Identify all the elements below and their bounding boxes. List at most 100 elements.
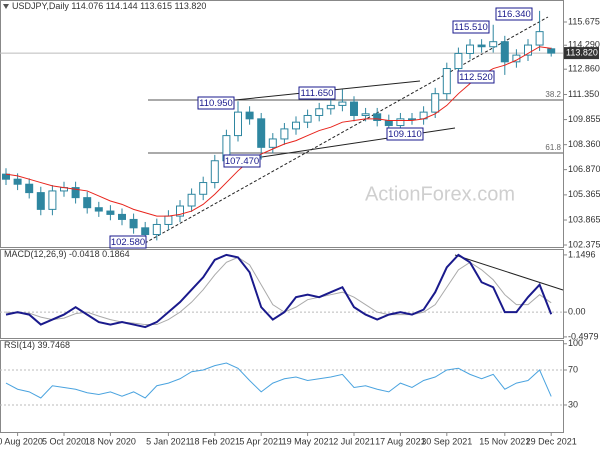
y-tick-label: 114.290 xyxy=(568,40,600,50)
fib-label: 61.8 xyxy=(545,143,561,152)
annotation-box xyxy=(197,96,235,110)
y-tick-label: 115.675 xyxy=(568,16,600,26)
macd-title: MACD(12,26,9) -0.0418 0.1864 xyxy=(4,249,130,259)
annotation-box xyxy=(109,235,147,249)
candle-body xyxy=(245,111,254,120)
annotation-label: 102.580 xyxy=(111,237,145,248)
moving-average xyxy=(5,46,552,217)
x-tick-label: 15 Nov 2021 xyxy=(479,436,530,446)
candle-body xyxy=(535,31,544,46)
candle-body xyxy=(234,111,242,137)
y-tick-label: 109.855 xyxy=(568,114,600,124)
annotation-label: 109.110 xyxy=(388,129,422,140)
trendline xyxy=(144,16,549,244)
candle-body xyxy=(129,218,138,229)
y-tick-label: 70 xyxy=(568,364,578,374)
annotation-box xyxy=(386,127,424,141)
macd-value: -0.0418 xyxy=(69,249,100,259)
watermark: ActionForex.com xyxy=(365,183,515,205)
candle-body xyxy=(442,68,451,95)
candle-body xyxy=(106,210,115,215)
x-tick-label: 2 Jul 2021 xyxy=(333,436,375,446)
candle-body xyxy=(454,52,463,70)
y-tick-label: 106.870 xyxy=(568,164,600,174)
candle-body xyxy=(326,104,335,110)
fib-label: 38.2 xyxy=(545,90,561,99)
rsi-value: 39.7468 xyxy=(38,340,71,350)
y-tick-label: 0.00 xyxy=(568,306,586,316)
y-tick-label: 105.365 xyxy=(568,189,600,199)
candle-body xyxy=(268,138,277,148)
series-line xyxy=(5,256,552,326)
candle-body xyxy=(48,190,57,210)
annotation-label: 116.340 xyxy=(497,9,531,20)
x-tick-label: 5 Apr 2021 xyxy=(239,436,283,446)
x-tick-label: 17 Aug 2021 xyxy=(375,436,426,446)
x-tick-label: 18 Nov 2020 xyxy=(85,436,136,446)
candle-body xyxy=(500,41,509,63)
y-tick-label: 112.860 xyxy=(568,64,600,74)
candle-body xyxy=(25,183,34,194)
candle-body xyxy=(431,93,440,113)
candle-body xyxy=(361,113,370,116)
candle-body xyxy=(118,213,126,220)
macd-name: MACD(12,26,9) xyxy=(4,249,67,259)
candle-body xyxy=(210,160,219,184)
candle-body xyxy=(83,197,92,209)
candle-body xyxy=(164,215,173,225)
x-tick-label: 5 Jan 2021 xyxy=(146,436,191,446)
rsi-name: RSI(14) xyxy=(4,340,35,350)
trendline xyxy=(454,254,564,291)
y-tick-label: 103.865 xyxy=(568,214,600,224)
annotation-box xyxy=(298,86,336,100)
candle-body xyxy=(280,128,289,140)
annotation-box xyxy=(223,154,261,168)
y-tick-label: 111.350 xyxy=(568,89,599,99)
panel-frame xyxy=(0,0,564,248)
header: USDJPY,Daily 114.076 114.144 113.615 113… xyxy=(12,1,206,11)
candle-body xyxy=(257,118,266,148)
candle-body xyxy=(292,121,300,130)
x-tick-label: 19 May 2021 xyxy=(282,436,334,446)
candle-body xyxy=(477,44,486,48)
annotation-box xyxy=(457,70,495,84)
candle-body xyxy=(350,101,358,116)
candle-body xyxy=(547,48,556,54)
header-close: 113.820 xyxy=(175,1,207,11)
x-tick-label: 5 Oct 2020 xyxy=(42,436,86,446)
candle-body xyxy=(315,108,324,116)
annotation-label: 115.510 xyxy=(454,22,488,33)
y-tick-label: 100 xyxy=(568,338,583,348)
candle-body xyxy=(152,223,161,236)
candle-body xyxy=(303,114,312,123)
header-open: 114.076 xyxy=(71,1,103,11)
candle-body xyxy=(384,120,393,127)
candle-body xyxy=(141,227,150,236)
rsi-title: RSI(14) 39.7468 xyxy=(4,340,70,350)
candle-body xyxy=(489,41,498,48)
annotation-label: 111.650 xyxy=(301,88,334,99)
last-price-label: 113.820 xyxy=(566,47,598,57)
y-tick-label: 102.375 xyxy=(568,239,600,249)
panel-frame xyxy=(0,249,564,339)
candle-body xyxy=(36,192,45,210)
header-icon xyxy=(3,4,9,9)
x-tick-label: 30 Sep 2021 xyxy=(421,436,472,446)
annotation-box xyxy=(452,20,490,34)
x-tick-label: 29 Dec 2021 xyxy=(526,436,577,446)
candle-body xyxy=(373,113,382,122)
header-title: USDJPY,Daily xyxy=(12,1,69,11)
header-low: 113.615 xyxy=(140,1,172,11)
signal-value: 0.1864 xyxy=(102,249,130,259)
y-tick-label: -0.4979 xyxy=(568,331,599,341)
header-high: 114.144 xyxy=(106,1,138,11)
candle-body xyxy=(524,44,532,56)
x-tick-label: 20 Aug 2020 xyxy=(0,436,43,446)
series-line xyxy=(5,362,552,399)
candle-body xyxy=(396,118,405,127)
candle-body xyxy=(338,101,347,106)
candle-body xyxy=(13,178,22,185)
y-tick-label: 30 xyxy=(568,399,578,409)
y-tick-label: 108.360 xyxy=(568,139,600,149)
